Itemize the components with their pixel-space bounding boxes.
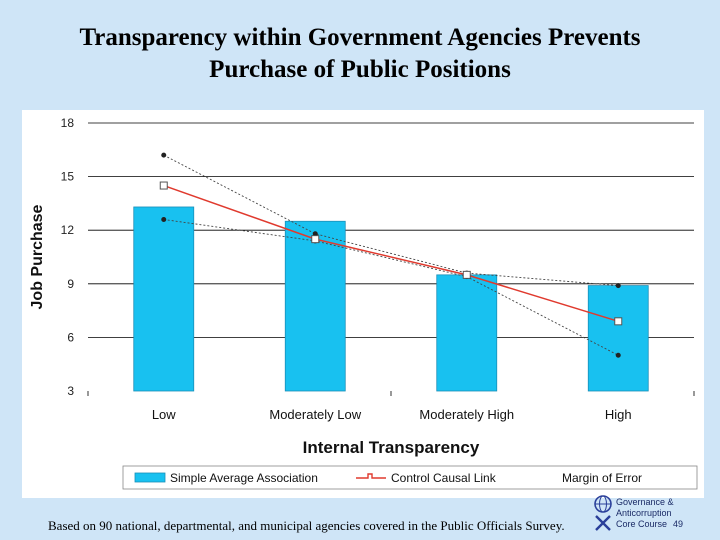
course-line-2: Anticorruption — [616, 508, 672, 518]
bar — [284, 220, 346, 392]
course-line-3: Core Course — [616, 519, 668, 529]
y-tick-label: 3 — [67, 384, 74, 398]
legend-label-margin-of-error: Margin of Error — [562, 471, 642, 485]
control-causal-link-point — [311, 235, 320, 244]
footer-note: Based on 90 national, departmental, and … — [48, 518, 565, 533]
margin-of-error-upper-point — [312, 231, 318, 237]
title-line-1: Transparency within Government Agencies … — [79, 24, 641, 51]
legend-label-control-causal-link: Control Causal Link — [391, 471, 497, 485]
y-tick-label: 12 — [61, 223, 75, 237]
x-axis-title: Internal Transparency — [303, 438, 480, 457]
chart: 3 6 9 12 15 18 Low Moderately Low Moderately Hig… — [29, 116, 698, 490]
course-label: Governance & Anticorruption Core Course 4… — [616, 497, 716, 530]
y-tick-label: 6 — [67, 330, 74, 344]
margin-of-error-lower-line — [163, 219, 619, 356]
margin-of-error-lower-point — [161, 216, 167, 222]
legend-swatch-bar — [134, 472, 166, 483]
margin-of-error-upper-point — [615, 283, 621, 289]
margin-of-error-upper-line — [163, 154, 619, 287]
bar — [133, 206, 195, 392]
x-tick-label: High — [605, 407, 632, 422]
course-line-1: Governance & — [616, 497, 674, 507]
x-tick-label: Moderately High — [419, 407, 514, 422]
bar — [436, 274, 498, 392]
margin-of-error-upper-point — [161, 152, 167, 158]
world-bank-logo-icon — [594, 495, 612, 531]
y-tick-label: 18 — [61, 116, 75, 130]
y-tick-label: 9 — [67, 277, 74, 291]
page-number: 49 — [673, 519, 684, 529]
legend-label-simple-average: Simple Average Association — [170, 471, 318, 485]
bar — [587, 285, 649, 392]
x-tick-label: Moderately Low — [269, 407, 361, 422]
control-causal-link-point — [614, 317, 623, 326]
legend-box — [122, 465, 698, 490]
control-causal-link-point — [159, 181, 168, 190]
control-causal-link-point — [462, 270, 471, 279]
margin-of-error-lower-point — [615, 352, 621, 358]
chart-panel: 3 6 9 12 15 18 Low Moderately Low Moderately Hig… — [22, 110, 704, 498]
y-axis-title: Job Purchase — [29, 204, 46, 309]
y-tick-label: 15 — [61, 170, 75, 184]
slide-title: Transparency within Government Agencies … — [20, 22, 700, 86]
x-tick-label: Low — [152, 407, 176, 422]
control-causal-link-line — [163, 184, 619, 323]
title-line-2: Purchase of Public Positions — [209, 56, 511, 83]
legend-swatch-line — [356, 473, 386, 479]
